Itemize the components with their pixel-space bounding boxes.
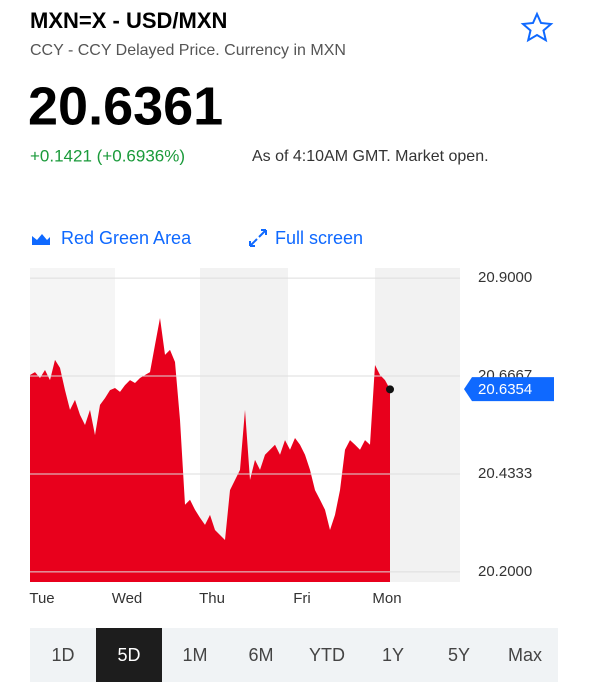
- y-tick-label: 20.4333: [478, 465, 532, 482]
- price-flag: [464, 377, 554, 402]
- range-tab[interactable]: 1M: [182, 645, 207, 665]
- range-tab[interactable]: 1D: [51, 645, 74, 665]
- price-area: [30, 317, 390, 582]
- range-tab[interactable]: 6M: [248, 645, 273, 665]
- change: +0.1421 (+0.6936%): [30, 146, 185, 165]
- y-tick-label: 20.9000: [478, 269, 532, 286]
- fullscreen-button[interactable]: Full screen: [275, 228, 363, 248]
- status: As of 4:10AM GMT. Market open.: [252, 148, 489, 165]
- range-tab[interactable]: 5Y: [448, 645, 470, 665]
- y-tick-label: 20.2000: [478, 563, 532, 580]
- subtitle: CCY - CCY Delayed Price. Currency in MXN: [30, 42, 346, 59]
- price: 20.6361: [28, 76, 223, 136]
- range-tab[interactable]: 5D: [117, 645, 140, 665]
- range-tab-group: 1D 5D 1M 6M YTD 1Y 5Y Max: [51, 628, 542, 682]
- area-icon: [32, 234, 50, 245]
- x-tick-label: Mon: [372, 590, 401, 607]
- range-tab-active: [96, 628, 162, 682]
- range-tab[interactable]: YTD: [309, 645, 345, 665]
- x-tick-label: Wed: [112, 590, 143, 607]
- watchlist-star[interactable]: [520, 11, 554, 43]
- price-flag-label: 20.6354: [478, 381, 532, 398]
- range-tab[interactable]: 1Y: [382, 645, 404, 665]
- chart-style-button[interactable]: Red Green Area: [61, 228, 192, 248]
- last-point: [386, 385, 394, 394]
- fullscreen-icon: [249, 229, 267, 247]
- x-tick-label: Tue: [29, 590, 54, 607]
- range-tab[interactable]: Max: [508, 645, 542, 665]
- symbol-title: MXN=X - USD/MXN: [30, 8, 227, 33]
- x-tick-label: Thu: [199, 590, 225, 607]
- x-tick-label: Fri: [293, 590, 311, 607]
